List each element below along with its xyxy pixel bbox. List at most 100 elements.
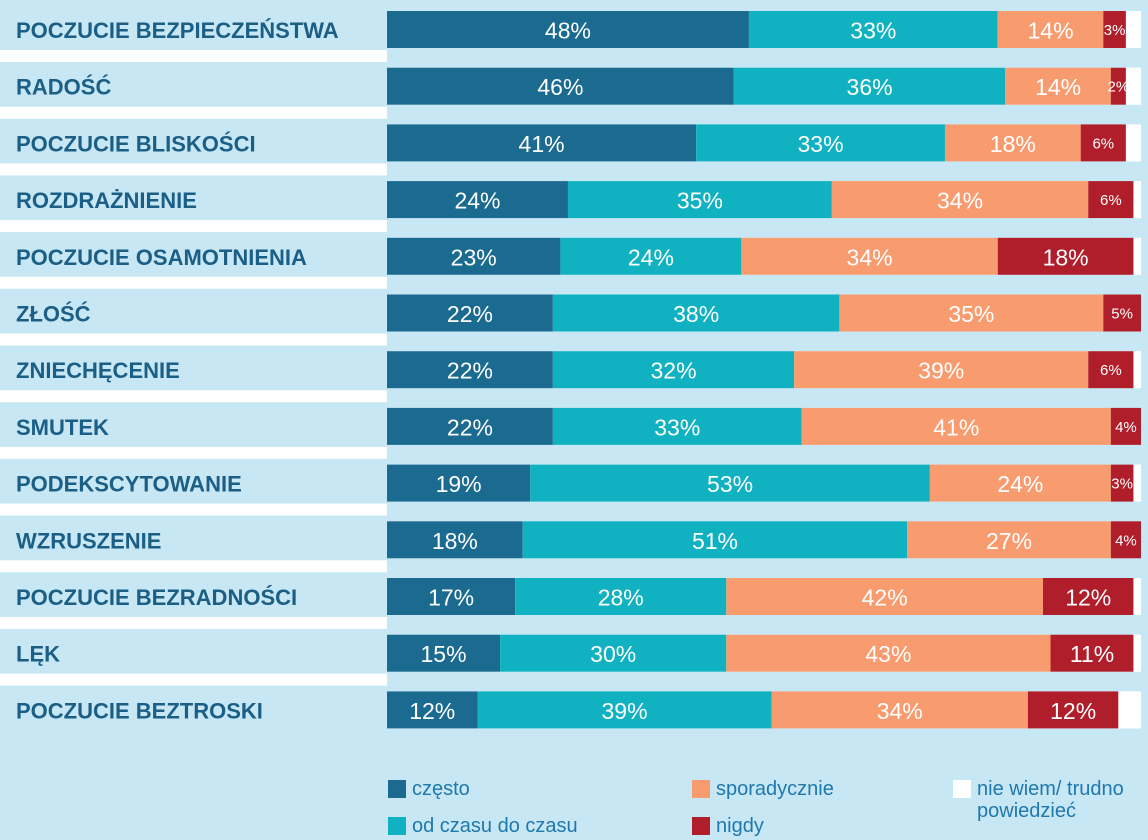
legend-swatch	[692, 817, 710, 835]
value-label: 4%	[1115, 532, 1137, 549]
bar-segment	[387, 521, 523, 559]
bar-segment	[530, 464, 930, 502]
value-label: 19%	[436, 471, 482, 497]
bar-segment	[748, 11, 998, 48]
bar-segment	[552, 407, 802, 445]
value-label: 12%	[1065, 585, 1111, 611]
value-label: 6%	[1100, 362, 1122, 379]
value-label: 39%	[918, 358, 964, 384]
bar-segment	[387, 634, 501, 672]
bar-segment	[1118, 691, 1141, 729]
bar-segment	[741, 237, 998, 275]
bar-segment	[1103, 11, 1126, 48]
bar-segment	[387, 578, 516, 615]
category-label: RADOŚĆ	[16, 75, 111, 100]
row-separator	[0, 333, 387, 346]
value-label: 35%	[677, 188, 723, 214]
value-label: 18%	[990, 131, 1036, 157]
bar-segment	[387, 237, 561, 275]
legend-item: od czasu do czasu	[388, 815, 578, 837]
value-label: 46%	[537, 74, 583, 100]
bar-segment	[1110, 407, 1141, 445]
bar-segment	[1110, 67, 1126, 105]
bar-segment	[552, 294, 840, 332]
row-separator	[0, 276, 387, 289]
value-label: 22%	[447, 414, 493, 440]
value-label: 34%	[877, 698, 923, 724]
bar-segment	[726, 634, 1051, 672]
bar-segment	[1050, 634, 1134, 672]
bar-segment	[1133, 351, 1141, 389]
bar-segment	[387, 181, 568, 219]
bar-segment	[1042, 578, 1134, 615]
bar-segment	[387, 124, 697, 162]
value-label: 15%	[421, 641, 467, 667]
value-label: 39%	[601, 698, 647, 724]
value-label: 3%	[1104, 22, 1126, 39]
value-label: 41%	[519, 131, 565, 157]
legend-label: nigdy	[716, 815, 764, 837]
value-label: 38%	[673, 301, 719, 327]
value-label: 33%	[654, 414, 700, 440]
row-separator	[0, 503, 387, 516]
value-label: 28%	[598, 585, 644, 611]
bar-segment	[387, 351, 553, 389]
bar-segment	[560, 237, 742, 275]
value-label: 12%	[1050, 698, 1096, 724]
bar-segment	[387, 407, 553, 445]
value-label: 42%	[862, 585, 908, 611]
value-label: 34%	[847, 244, 893, 270]
category-label: WZRUSZENIE	[16, 528, 161, 553]
row-separator	[0, 673, 387, 686]
row-separator	[0, 560, 387, 573]
value-label: 43%	[865, 641, 911, 667]
value-label: 53%	[707, 471, 753, 497]
bar-segment	[1133, 578, 1141, 615]
bar-segment	[696, 124, 945, 162]
bar-segment	[1133, 634, 1141, 672]
value-label: 35%	[948, 301, 994, 327]
bar-segment	[515, 578, 727, 615]
bar-segment	[387, 67, 734, 105]
bar-segment	[997, 11, 1104, 48]
legend-swatch	[692, 780, 710, 798]
legend-item: sporadycznie	[692, 778, 834, 800]
row-separator	[0, 163, 387, 176]
bar-segment	[944, 124, 1081, 162]
value-label: 22%	[447, 358, 493, 384]
row-separator	[0, 390, 387, 403]
value-label: 41%	[933, 414, 979, 440]
bar-segment	[477, 691, 772, 729]
category-label: POCZUCIE BEZRADNOŚCI	[16, 585, 297, 610]
value-label: 2%	[1108, 79, 1130, 96]
row-separator	[0, 220, 387, 233]
category-label: PODEKSCYTOWANIE	[16, 472, 242, 497]
category-label: ROZDRAŻNIENIE	[16, 188, 197, 213]
bar-segment	[1088, 181, 1134, 219]
value-label: 4%	[1115, 419, 1137, 436]
bar-segment	[1110, 464, 1134, 502]
value-label: 32%	[650, 358, 696, 384]
row-separator	[0, 50, 387, 62]
category-label: POCZUCIE OSAMOTNIENIA	[16, 245, 307, 270]
bar-segment	[1133, 464, 1141, 502]
value-label: 17%	[428, 585, 474, 611]
value-label: 14%	[1035, 74, 1081, 100]
category-label: POCZUCIE BEZTROSKI	[16, 698, 263, 723]
legend-swatch	[388, 780, 406, 798]
bar-segment	[1133, 237, 1141, 275]
value-label: 6%	[1092, 135, 1114, 152]
value-label: 23%	[451, 244, 497, 270]
bar-segment	[567, 181, 832, 219]
value-label: 30%	[590, 641, 636, 667]
legend-item: nigdy	[692, 815, 764, 837]
legend-item: często	[388, 778, 470, 800]
value-label: 24%	[997, 471, 1043, 497]
bar-segment	[771, 691, 1028, 729]
value-label: 3%	[1111, 476, 1133, 493]
row-separator	[0, 106, 387, 119]
bar-segment	[1125, 11, 1141, 48]
bar-segment	[929, 464, 1111, 502]
legend-swatch	[388, 817, 406, 835]
